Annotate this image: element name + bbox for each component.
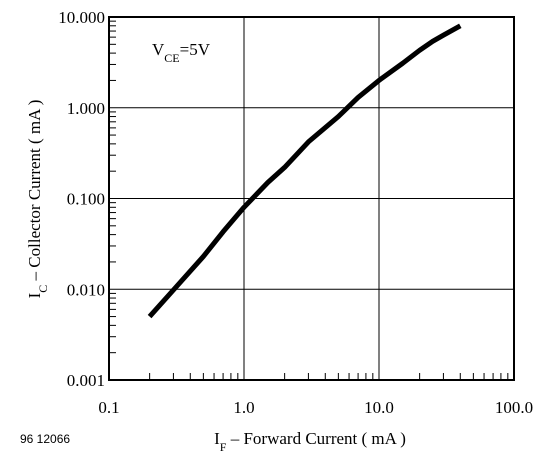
y-tick-label: 0.100 (67, 190, 105, 209)
x-tick-label: 10.0 (364, 398, 394, 417)
y-tick-label: 10.000 (58, 8, 105, 27)
annotation-vce: VCE=5V (152, 40, 211, 65)
tick-labels: 0.1 1.0 10.0 100.0 0.001 0.010 0.100 1.000 10.00… (58, 8, 533, 417)
y-tick-label: 0.010 (67, 280, 105, 299)
plot-frame (108, 16, 515, 381)
y-tick-label: 1.000 (67, 99, 105, 118)
x-axis-label: IF – Forward Current ( mA ) (214, 429, 406, 454)
series-line (147, 23, 462, 319)
x-tick-label: 100.0 (495, 398, 533, 417)
y-axis-label: IC – Collector Current ( mA ) (25, 100, 50, 299)
grid (109, 17, 514, 380)
y-tick-label: 0.001 (67, 371, 105, 390)
minor-ticks (109, 20, 509, 380)
figure-id: 96 12066 (20, 432, 70, 446)
x-tick-label: 0.1 (98, 398, 119, 417)
series-layer (147, 23, 462, 319)
x-tick-label: 1.0 (233, 398, 254, 417)
